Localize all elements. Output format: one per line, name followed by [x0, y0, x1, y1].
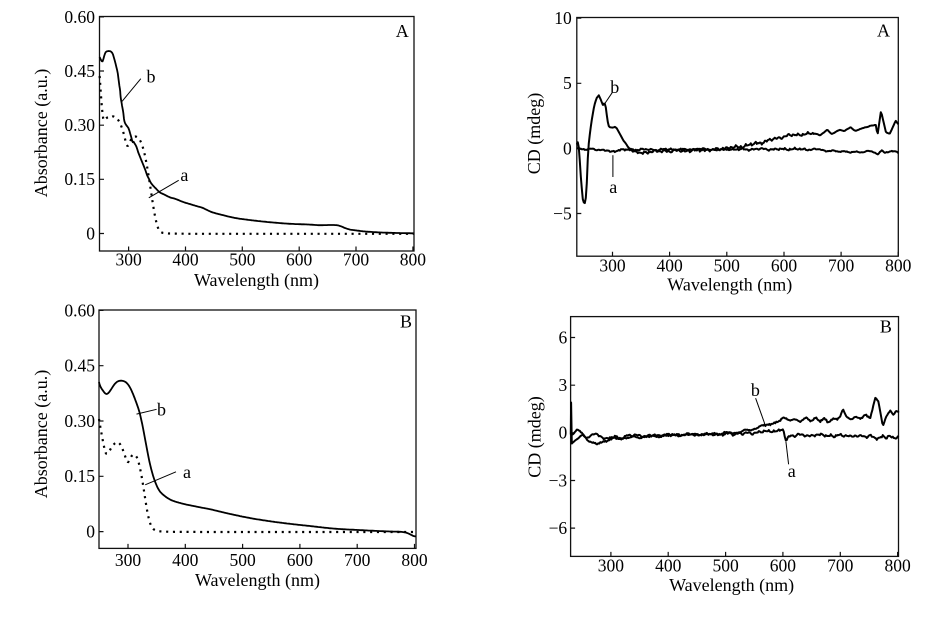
svg-text:a: a: [183, 462, 191, 482]
svg-text:0.30: 0.30: [64, 115, 95, 135]
svg-text:A: A: [396, 21, 409, 41]
svg-text:Wavelength (nm): Wavelength (nm): [667, 275, 792, 296]
svg-text:Absorbance (a.u.): Absorbance (a.u.): [31, 370, 52, 498]
svg-text:800: 800: [885, 255, 912, 275]
svg-text:700: 700: [828, 255, 855, 275]
svg-text:300: 300: [599, 255, 626, 275]
svg-text:600: 600: [771, 255, 798, 275]
svg-text:0: 0: [86, 522, 95, 542]
svg-text:400: 400: [655, 556, 682, 576]
svg-text:500: 500: [229, 250, 256, 270]
svg-text:800: 800: [884, 556, 911, 576]
svg-text:3: 3: [558, 375, 567, 395]
svg-text:0: 0: [86, 223, 95, 243]
svg-text:0.45: 0.45: [64, 356, 95, 376]
svg-text:a: a: [180, 165, 188, 185]
svg-text:6: 6: [558, 327, 567, 347]
svg-text:Wavelength (nm): Wavelength (nm): [194, 270, 319, 291]
svg-text:600: 600: [286, 250, 313, 270]
svg-text:500: 500: [714, 255, 741, 275]
svg-text:Wavelength (nm): Wavelength (nm): [195, 570, 320, 591]
svg-text:b: b: [147, 67, 156, 87]
svg-text:300: 300: [598, 556, 625, 576]
svg-text:−3: −3: [549, 470, 568, 490]
svg-text:10: 10: [554, 8, 572, 28]
svg-text:−6: −6: [549, 518, 568, 538]
svg-text:Wavelength (nm): Wavelength (nm): [669, 575, 794, 596]
svg-text:0: 0: [563, 138, 572, 158]
svg-text:−5: −5: [553, 203, 572, 223]
svg-text:0.60: 0.60: [64, 300, 95, 320]
svg-text:400: 400: [172, 550, 199, 570]
svg-text:0.45: 0.45: [64, 61, 95, 81]
svg-text:500: 500: [229, 550, 256, 570]
svg-text:a: a: [788, 461, 796, 481]
svg-text:B: B: [880, 317, 892, 337]
svg-text:b: b: [157, 400, 166, 420]
svg-text:0.30: 0.30: [64, 411, 95, 431]
svg-text:300: 300: [115, 550, 142, 570]
svg-text:700: 700: [827, 556, 854, 576]
svg-text:5: 5: [563, 73, 572, 93]
svg-text:0: 0: [558, 423, 567, 443]
svg-text:CD (mdeg): CD (mdeg): [524, 93, 545, 174]
svg-text:600: 600: [287, 550, 314, 570]
svg-text:b: b: [610, 77, 619, 97]
svg-text:500: 500: [712, 556, 739, 576]
svg-text:800: 800: [400, 250, 427, 270]
svg-text:0.60: 0.60: [64, 7, 95, 27]
svg-text:A: A: [877, 21, 890, 41]
svg-text:CD (mdeg): CD (mdeg): [525, 396, 546, 477]
svg-text:0.15: 0.15: [64, 466, 95, 486]
svg-text:0.15: 0.15: [64, 169, 95, 189]
svg-text:400: 400: [172, 250, 199, 270]
svg-text:800: 800: [401, 550, 428, 570]
svg-text:B: B: [400, 312, 412, 332]
svg-text:600: 600: [770, 556, 797, 576]
svg-text:400: 400: [657, 255, 684, 275]
svg-text:700: 700: [343, 250, 370, 270]
svg-text:700: 700: [344, 550, 371, 570]
svg-text:Absorbance (a.u.): Absorbance (a.u.): [31, 69, 52, 197]
svg-text:b: b: [751, 380, 760, 400]
svg-text:300: 300: [115, 250, 142, 270]
svg-text:a: a: [609, 177, 617, 197]
